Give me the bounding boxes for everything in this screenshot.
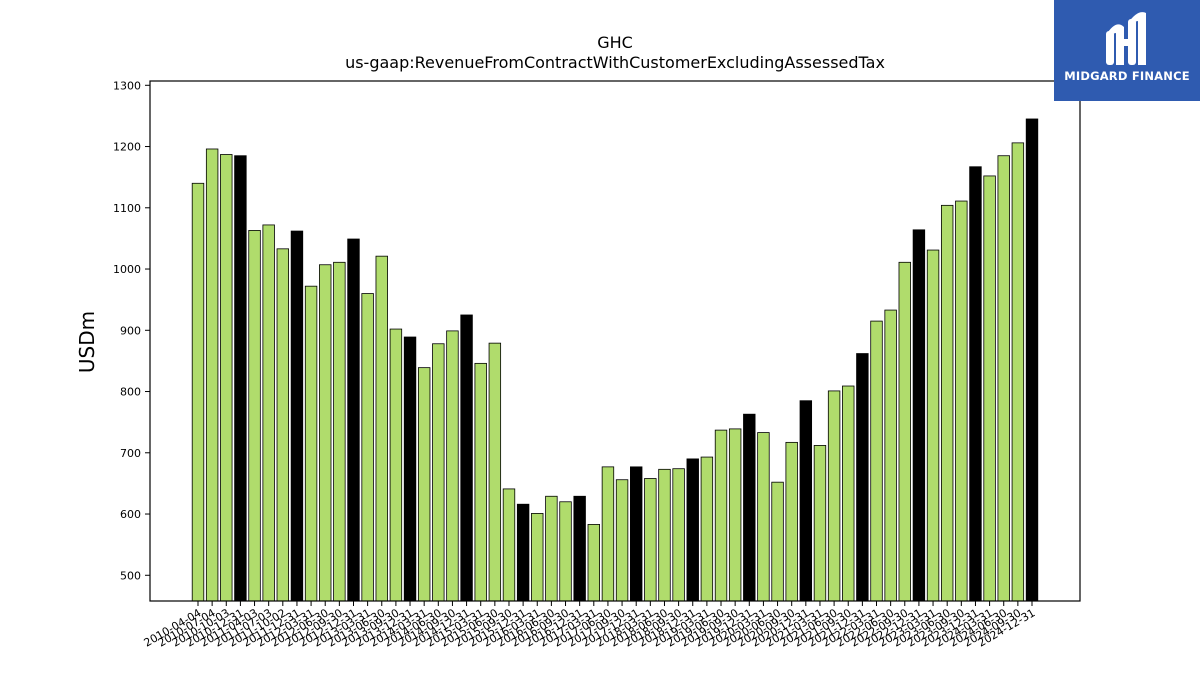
bar xyxy=(884,309,897,602)
bar xyxy=(403,336,417,602)
bar xyxy=(290,230,304,602)
bar xyxy=(813,445,827,602)
bar xyxy=(276,248,290,602)
bar xyxy=(573,495,586,602)
bar xyxy=(856,353,869,602)
y-tick-label: 600 xyxy=(120,508,141,521)
bar xyxy=(319,264,332,602)
bar xyxy=(446,330,459,602)
bar xyxy=(262,224,275,602)
x-axis: 2010-04-042010-07-042010-10-032010-12-31… xyxy=(142,601,1038,650)
bar xyxy=(997,155,1010,602)
midgard-logo-icon xyxy=(1106,12,1146,65)
bar xyxy=(234,155,247,602)
bar xyxy=(531,513,544,602)
bar xyxy=(827,390,841,602)
bar xyxy=(728,428,742,602)
bar xyxy=(615,479,629,602)
chart-title: GHC xyxy=(597,33,633,52)
bar xyxy=(799,400,813,602)
y-tick-label: 1200 xyxy=(113,141,141,154)
bar xyxy=(488,342,502,602)
bar xyxy=(474,362,487,602)
bar xyxy=(983,175,996,602)
y-tick-label: 500 xyxy=(120,569,141,582)
bar xyxy=(545,495,558,602)
bar xyxy=(672,468,685,602)
bar xyxy=(205,148,219,602)
bar xyxy=(686,458,699,602)
bar xyxy=(191,182,205,602)
bar xyxy=(1011,142,1025,602)
bar xyxy=(700,456,714,602)
bar xyxy=(1025,118,1039,602)
bar xyxy=(630,466,643,602)
bar xyxy=(714,429,728,602)
bar xyxy=(502,488,516,602)
bar xyxy=(940,204,954,602)
logo-text: MIDGARD FINANCE xyxy=(1064,69,1190,83)
y-tick-label: 1300 xyxy=(113,79,141,92)
bar xyxy=(870,320,883,602)
chart-subtitle: us-gaap:RevenueFromContractWithCustomerE… xyxy=(345,53,885,72)
bar xyxy=(587,524,600,602)
bar xyxy=(757,432,770,602)
bar xyxy=(375,255,388,602)
bar xyxy=(304,285,318,602)
bar xyxy=(347,238,360,602)
bar xyxy=(248,230,261,602)
y-axis-label: USDm xyxy=(75,311,99,373)
y-tick-label: 1000 xyxy=(113,263,141,276)
bar xyxy=(955,200,968,602)
y-tick-label: 700 xyxy=(120,447,141,460)
bar xyxy=(361,293,374,602)
bar xyxy=(969,166,982,602)
bar xyxy=(842,385,855,602)
bar xyxy=(460,314,473,602)
bar xyxy=(926,249,940,602)
midgard-finance-logo: MIDGARD FINANCE xyxy=(1054,0,1200,101)
bar xyxy=(601,466,615,602)
bar xyxy=(559,501,572,602)
bar xyxy=(516,503,530,602)
y-tick-label: 900 xyxy=(120,324,141,337)
bar xyxy=(432,343,445,602)
bar xyxy=(898,261,911,602)
bar xyxy=(743,413,756,602)
y-tick-label: 800 xyxy=(120,386,141,399)
plot-frame xyxy=(149,80,1081,602)
bar xyxy=(644,478,657,602)
bar xyxy=(220,154,233,602)
bar xyxy=(389,328,403,602)
bar xyxy=(912,229,926,602)
bar xyxy=(333,261,346,602)
bars-group xyxy=(191,118,1039,602)
bar xyxy=(771,481,784,602)
bar xyxy=(785,441,798,602)
bar xyxy=(658,468,671,602)
y-tick-label: 1100 xyxy=(113,202,141,215)
y-axis: 500 600 700 800 900 1000 1100 1200 1300 xyxy=(113,79,150,582)
bar xyxy=(417,367,431,602)
